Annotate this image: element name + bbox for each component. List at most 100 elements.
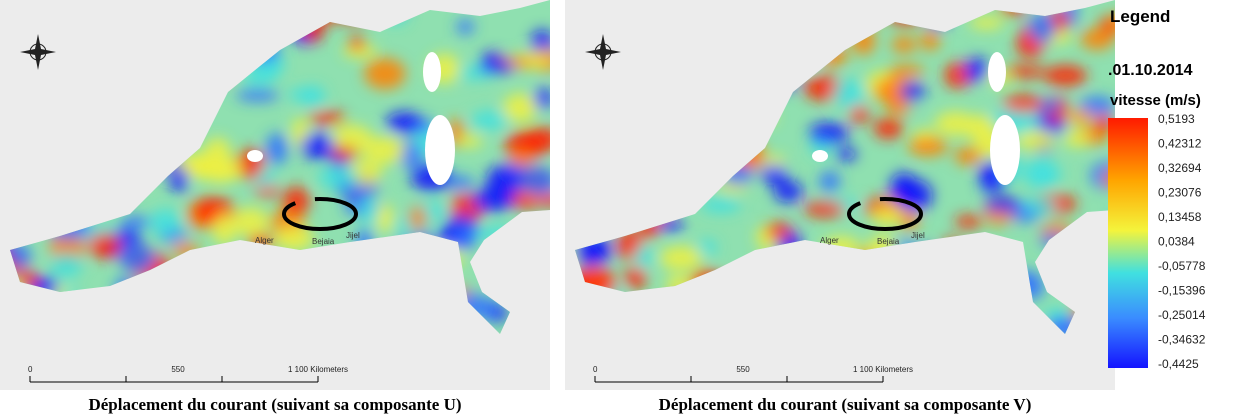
blob <box>1044 65 1087 86</box>
caption: Déplacement du courant (suivant sa compo… <box>88 395 461 414</box>
blob <box>1024 158 1059 189</box>
city-label: Jijel <box>911 231 925 240</box>
blob <box>761 165 787 185</box>
blob <box>819 171 840 192</box>
blob <box>486 165 524 197</box>
blob <box>300 133 335 160</box>
blob <box>908 137 948 156</box>
blob <box>888 65 924 78</box>
blob <box>471 110 509 129</box>
blob <box>1029 12 1056 44</box>
blob <box>364 136 405 165</box>
blob <box>520 167 557 196</box>
blob <box>954 147 982 165</box>
blob <box>213 214 237 246</box>
blob <box>833 79 865 109</box>
legend-variable: vitesse (m/s) <box>1110 92 1201 109</box>
island <box>990 115 1020 185</box>
island <box>812 150 828 162</box>
legend-label: -0,05778 <box>1158 259 1206 273</box>
blob <box>349 36 366 50</box>
blob <box>766 222 792 240</box>
blob <box>659 246 702 270</box>
caption: Déplacement du courant (suivant sa compo… <box>659 395 1032 414</box>
blob <box>1072 110 1092 123</box>
blob <box>850 106 870 124</box>
blob <box>1003 95 1044 112</box>
scale-label: 1 100 Kilometers <box>853 365 913 374</box>
blob <box>965 57 989 82</box>
city-label: Bejaia <box>877 237 900 246</box>
blob <box>872 206 902 227</box>
blob <box>520 127 561 151</box>
blob <box>120 245 156 273</box>
blob <box>375 204 393 232</box>
island <box>423 52 441 92</box>
city-label: Alger <box>255 236 274 245</box>
blob <box>51 252 82 277</box>
blob <box>362 198 378 227</box>
map-panel: Alger Bejaia Jijel 0 550 1 100 Kilometers <box>555 0 1136 390</box>
blob <box>900 83 926 101</box>
blob <box>543 193 561 208</box>
legend-title: Legend <box>1110 7 1170 26</box>
blob <box>534 88 553 109</box>
blob <box>835 148 856 161</box>
blob <box>804 201 845 217</box>
blob <box>891 36 916 52</box>
legend-label: 0,23076 <box>1158 186 1202 200</box>
map-panel: Alger Bejaia Jijel 0 550 1 100 Kilometers <box>0 0 566 390</box>
blob <box>503 93 538 122</box>
blob <box>236 89 279 101</box>
legend-label: -0,15396 <box>1158 284 1206 298</box>
island <box>247 150 263 162</box>
blob <box>288 88 317 101</box>
city-label: Bejaia <box>312 237 335 246</box>
blob <box>921 30 940 51</box>
blob <box>635 245 653 269</box>
blob <box>386 112 423 134</box>
island <box>988 52 1006 92</box>
legend-label: -0,25014 <box>1158 308 1206 322</box>
blob <box>985 197 1021 212</box>
blob <box>150 209 180 236</box>
blob <box>318 167 359 189</box>
blob <box>409 206 426 232</box>
legend-label: 0,5193 <box>1158 112 1195 126</box>
blob <box>1064 130 1090 147</box>
blob <box>458 135 483 148</box>
city-label: Jijel <box>346 231 360 240</box>
legend-label: -0,4425 <box>1158 357 1199 371</box>
island <box>425 115 455 185</box>
blob <box>874 118 903 139</box>
blob <box>1016 131 1055 151</box>
legend-label: 0,13458 <box>1158 210 1202 224</box>
scale-label: 0 <box>593 365 598 374</box>
blob <box>88 233 121 259</box>
blob <box>509 152 534 167</box>
blob <box>1080 28 1113 50</box>
legend-label: 0,32694 <box>1158 161 1202 175</box>
blob <box>283 186 310 215</box>
legend-label: 0,0384 <box>1158 235 1195 249</box>
blob <box>698 240 718 255</box>
blob <box>1023 198 1057 214</box>
blob <box>624 267 646 289</box>
blob <box>266 133 288 165</box>
legend-label: -0,34632 <box>1158 333 1206 347</box>
figure: Alger Bejaia Jijel 0 550 1 100 Kilometers Alg… <box>0 0 1236 418</box>
color-ramp <box>1108 118 1148 368</box>
city-label: Alger <box>820 236 839 245</box>
blob <box>809 123 849 144</box>
blob <box>774 181 803 202</box>
blob <box>456 19 474 34</box>
blob <box>479 60 515 73</box>
scale-label: 1 100 Kilometers <box>288 365 348 374</box>
scale-label: 550 <box>736 365 750 374</box>
blob <box>955 215 982 228</box>
scale-label: 550 <box>171 365 185 374</box>
blob <box>232 207 269 236</box>
blob <box>121 216 151 229</box>
legend-date: .01.10.2014 <box>1108 62 1193 79</box>
scale-label: 0 <box>28 365 33 374</box>
